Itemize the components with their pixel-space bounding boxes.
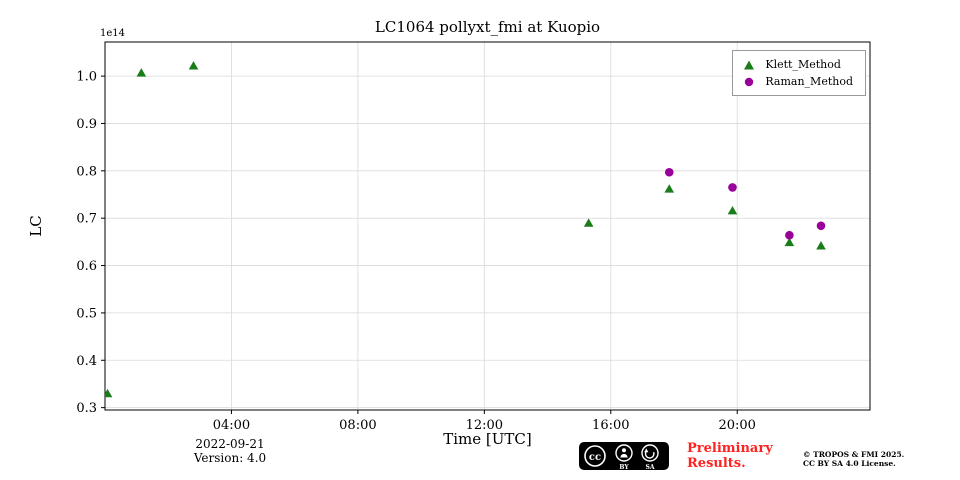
legend-item-klett: Klett_Method	[741, 56, 853, 73]
y-axis-offset-label: 1e14	[100, 28, 126, 39]
svg-text:0.8: 0.8	[76, 164, 97, 179]
svg-text:20:00: 20:00	[718, 418, 755, 433]
preliminary-note: Preliminary Results.	[687, 441, 773, 471]
svg-text:0.7: 0.7	[76, 212, 97, 227]
svg-text:SA: SA	[646, 464, 655, 471]
version-label: Version: 4.0	[193, 451, 267, 465]
svg-text:0.3: 0.3	[76, 401, 97, 416]
x-axis-label: Time [UTC]	[443, 430, 532, 448]
svg-text:0.4: 0.4	[76, 354, 97, 369]
y-axis-label: LC	[27, 215, 45, 237]
svg-text:0.5: 0.5	[76, 306, 97, 321]
cc-by-sa-badge: cc BY SA	[579, 442, 669, 471]
svg-text:08:00: 08:00	[339, 418, 376, 433]
legend-label: Raman_Method	[765, 75, 853, 88]
measurement-date: 2022-09-21	[195, 437, 265, 451]
svg-text:cc: cc	[589, 452, 601, 463]
svg-text:16:00: 16:00	[592, 418, 629, 433]
footer-meta: 2022-09-21 Version: 4.0	[160, 437, 300, 465]
svg-text:0.9: 0.9	[76, 117, 97, 132]
legend-item-raman: Raman_Method	[741, 73, 853, 90]
cc-icon: cc	[584, 445, 606, 467]
svg-text:0.6: 0.6	[76, 259, 97, 274]
svg-text:BY: BY	[619, 464, 629, 471]
legend: Klett_Method Raman_Method	[732, 50, 866, 96]
sa-arrow-icon: SA	[641, 444, 659, 471]
raman-marker-icon	[745, 77, 754, 86]
klett-marker-icon	[744, 60, 755, 69]
svg-text:12:00: 12:00	[466, 418, 503, 433]
legend-label: Klett_Method	[765, 58, 841, 71]
license-note: © TROPOS & FMI 2025. CC BY SA 4.0 Licens…	[803, 450, 905, 468]
svg-text:04:00: 04:00	[213, 418, 250, 433]
chart-title: LC1064 pollyxt_fmi at Kuopio	[374, 18, 601, 36]
by-person-icon: BY	[615, 444, 633, 471]
svg-text:1.0: 1.0	[76, 70, 97, 85]
